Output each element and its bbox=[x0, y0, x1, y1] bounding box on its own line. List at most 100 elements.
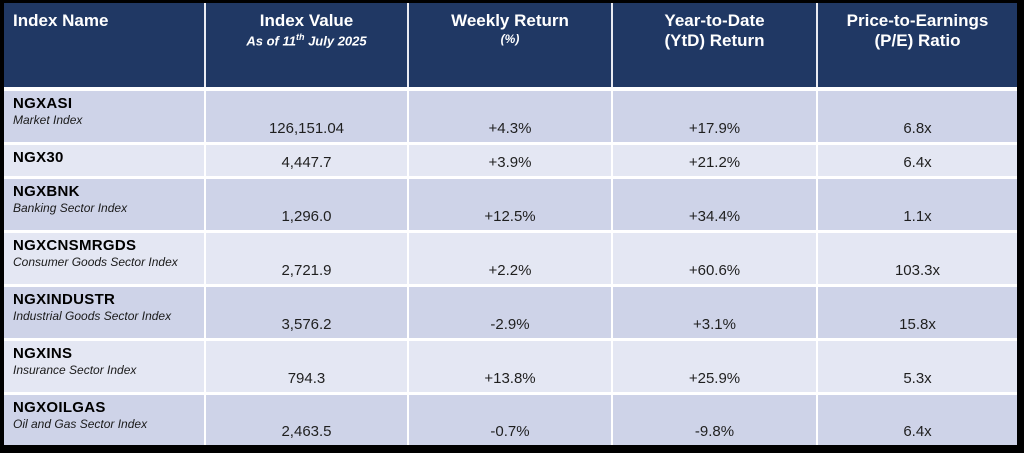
table-row: NGX30 4,447.7 +3.9% +21.2% 6.4x bbox=[4, 143, 1017, 180]
weekly-return-cell: +13.8% bbox=[408, 339, 613, 395]
ytd-return-cell: +34.4% bbox=[612, 177, 818, 234]
index-name: NGXASI bbox=[13, 95, 73, 112]
index-name-cell: NGXINDUSTR Industrial Goods Sector Index bbox=[4, 285, 206, 341]
header-label-line2: (P/E) Ratio bbox=[874, 31, 961, 50]
weekly-return-value: +4.3% bbox=[488, 120, 532, 137]
header-subtitle-superscript: th bbox=[295, 32, 305, 42]
header-subtitle-text: As of 11 bbox=[246, 33, 296, 49]
index-value-cell: 3,576.2 bbox=[205, 285, 409, 341]
weekly-return-value: +12.5% bbox=[484, 208, 536, 226]
index-name-cell: NGXBNK Banking Sector Index bbox=[4, 177, 206, 234]
index-value-cell: 2,463.5 bbox=[205, 393, 409, 445]
weekly-return-value: +2.2% bbox=[488, 262, 532, 280]
weekly-return-cell: -0.7% bbox=[408, 393, 613, 445]
index-name-cell: NGXASI Market Index bbox=[4, 89, 206, 145]
index-value: 126,151.04 bbox=[268, 120, 345, 137]
pe-ratio-cell: 6.8x bbox=[817, 89, 1017, 145]
weekly-return-value: -2.9% bbox=[490, 315, 530, 333]
pe-ratio-value: 6.4x bbox=[903, 423, 932, 440]
header-subtitle-text: July 2025 bbox=[304, 33, 367, 49]
weekly-return-cell: -2.9% bbox=[408, 285, 613, 341]
index-name-cell: NGX30 bbox=[4, 143, 206, 180]
ytd-return-cell: +17.9% bbox=[612, 89, 818, 145]
ytd-return-value: +3.1% bbox=[693, 315, 736, 333]
table-row: NGXINS Insurance Sector Index 794.3 +13.… bbox=[4, 339, 1017, 395]
header-pe-ratio: Price-to-Earnings (P/E) Ratio bbox=[817, 3, 1017, 91]
header-label: Index Name bbox=[13, 11, 109, 30]
table-row: NGXBNK Banking Sector Index 1,296.0 +12.… bbox=[4, 177, 1017, 234]
index-name-cell: NGXINS Insurance Sector Index bbox=[4, 339, 206, 395]
ytd-return-value: +34.4% bbox=[688, 208, 741, 226]
header-label: Year-to-Date bbox=[664, 11, 765, 30]
pe-ratio-cell: 6.4x bbox=[817, 393, 1017, 445]
index-value: 2,721.9 bbox=[281, 262, 332, 280]
pe-ratio-cell: 1.1x bbox=[817, 177, 1017, 234]
table-row: NGXCNSMRGDS Consumer Goods Sector Index … bbox=[4, 231, 1017, 288]
weekly-return-value: +13.8% bbox=[484, 369, 536, 387]
header-subtitle: As of 11th July 2025 bbox=[210, 32, 403, 48]
weekly-return-cell: +2.2% bbox=[408, 231, 613, 288]
table-row: NGXOILGAS Oil and Gas Sector Index 2,463… bbox=[4, 393, 1017, 445]
weekly-return-value: +3.9% bbox=[488, 154, 532, 172]
header-label-line2: (YtD) Return bbox=[664, 31, 765, 50]
table-header: Index Name Index Value As of 11th July 2… bbox=[4, 3, 1017, 91]
ytd-return-value: -9.8% bbox=[694, 423, 735, 440]
index-name: NGXINS bbox=[13, 344, 73, 362]
pe-ratio-value: 1.1x bbox=[903, 208, 932, 226]
index-value: 3,576.2 bbox=[281, 315, 332, 333]
index-value: 794.3 bbox=[287, 369, 326, 387]
index-performance-table: Index Name Index Value As of 11th July 2… bbox=[4, 3, 1017, 445]
header-weekly-return: Weekly Return (%) bbox=[408, 3, 613, 91]
ytd-return-cell: +25.9% bbox=[612, 339, 818, 395]
header-label: Weekly Return bbox=[451, 11, 569, 30]
pe-ratio-value: 15.8x bbox=[899, 315, 936, 333]
pe-ratio-value: 103.3x bbox=[894, 262, 941, 280]
index-name-cell: NGXCNSMRGDS Consumer Goods Sector Index bbox=[4, 231, 206, 288]
index-name: NGXCNSMRGDS bbox=[13, 237, 137, 255]
weekly-return-cell: +12.5% bbox=[408, 177, 613, 234]
index-value-cell: 4,447.7 bbox=[205, 143, 409, 180]
ytd-return-cell: +60.6% bbox=[612, 231, 818, 288]
index-description: Banking Sector Index bbox=[13, 201, 128, 216]
index-value-cell: 1,296.0 bbox=[205, 177, 409, 234]
table-row: NGXINDUSTR Industrial Goods Sector Index… bbox=[4, 285, 1017, 341]
ytd-return-cell: +3.1% bbox=[612, 285, 818, 341]
index-name: NGX30 bbox=[13, 149, 64, 166]
ytd-return-cell: +21.2% bbox=[612, 143, 818, 180]
index-description: Industrial Goods Sector Index bbox=[13, 309, 172, 324]
pe-ratio-cell: 5.3x bbox=[817, 339, 1017, 395]
weekly-return-cell: +4.3% bbox=[408, 89, 613, 145]
pe-ratio-cell: 103.3x bbox=[817, 231, 1017, 288]
ytd-return-value: +21.2% bbox=[688, 154, 741, 172]
pe-ratio-cell: 6.4x bbox=[817, 143, 1017, 180]
index-value-cell: 126,151.04 bbox=[205, 89, 409, 145]
header-label: Index Value bbox=[259, 11, 354, 30]
index-description: Market Index bbox=[13, 113, 83, 127]
header-row: Index Name Index Value As of 11th July 2… bbox=[4, 3, 1017, 91]
index-value: 4,447.7 bbox=[281, 154, 332, 172]
header-index-name: Index Name bbox=[4, 3, 206, 91]
header-label: Price-to-Earnings bbox=[846, 11, 989, 30]
pe-ratio-value: 6.8x bbox=[903, 120, 932, 137]
pe-ratio-cell: 15.8x bbox=[817, 285, 1017, 341]
index-value-cell: 794.3 bbox=[205, 339, 409, 395]
weekly-return-cell: +3.9% bbox=[408, 143, 613, 180]
index-name: NGXBNK bbox=[13, 183, 80, 201]
index-value: 1,296.0 bbox=[281, 208, 332, 226]
header-ytd-return: Year-to-Date (YtD) Return bbox=[612, 3, 818, 91]
index-value-cell: 2,721.9 bbox=[205, 231, 409, 288]
index-description: Consumer Goods Sector Index bbox=[13, 255, 178, 270]
header-subtitle: (%) bbox=[500, 32, 520, 46]
ytd-return-cell: -9.8% bbox=[612, 393, 818, 445]
index-name: NGXINDUSTR bbox=[13, 291, 116, 309]
ytd-return-value: +60.6% bbox=[688, 262, 741, 280]
index-value: 2,463.5 bbox=[281, 423, 332, 440]
table-row: NGXASI Market Index 126,151.04 +4.3% +17… bbox=[4, 89, 1017, 145]
ytd-return-value: +25.9% bbox=[688, 369, 741, 387]
index-description: Oil and Gas Sector Index bbox=[13, 416, 148, 431]
table-body: NGXASI Market Index 126,151.04 +4.3% +17… bbox=[4, 89, 1017, 445]
header-index-value: Index Value As of 11th July 2025 bbox=[205, 3, 409, 91]
index-name-cell: NGXOILGAS Oil and Gas Sector Index bbox=[4, 393, 206, 445]
index-description: Insurance Sector Index bbox=[13, 362, 137, 377]
